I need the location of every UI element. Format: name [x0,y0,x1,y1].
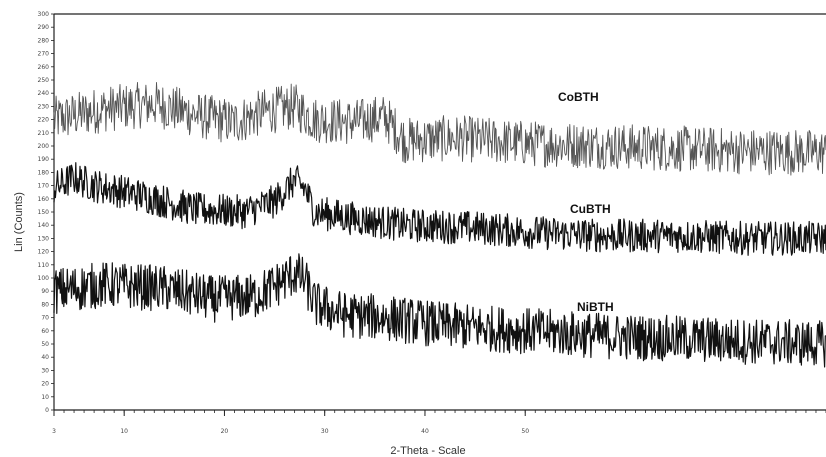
y-tick-label: 290 [38,24,50,31]
x-tick-label: 50 [521,428,529,435]
y-tick-label: 100 [38,275,50,282]
y-tick-label: 80 [41,301,49,308]
x-tick-label: 20 [221,428,229,435]
y-tick-label: 280 [38,37,50,44]
y-tick-label: 220 [38,117,50,124]
y-tick-label: 170 [38,183,50,190]
x-tick-label: 30 [321,428,329,435]
y-tick-label: 230 [38,103,50,110]
y-tick-label: 10 [41,394,49,401]
y-tick-label: 20 [41,381,49,388]
y-tick-label: 50 [41,341,49,348]
y-tick-label: 120 [38,249,50,256]
y-tick-label: 110 [38,262,50,269]
y-tick-label: 270 [38,51,50,58]
y-tick-label: 70 [41,315,49,322]
x-tick-label: 40 [421,428,429,435]
series-label-cobth: CoBTH [558,90,599,104]
x-axis-ticks: 3 10 20 30 40 50 [52,410,826,435]
y-tick-label: 190 [38,156,50,163]
y-tick-label: 160 [38,196,50,203]
series-line-cobth [53,81,826,176]
series-lines [53,81,826,368]
y-tick-label: 90 [41,288,49,295]
y-tick-label: 130 [38,235,50,242]
y-tick-label: 240 [38,90,50,97]
y-tick-label: 250 [38,77,50,84]
y-tick-label: 260 [38,64,50,71]
y-tick-label: 40 [41,354,49,361]
y-tick-label: 140 [38,222,50,229]
x-axis-title: 2-Theta - Scale [390,445,465,457]
series-label-cubth: CuBTH [570,202,611,216]
series-line-nibth [53,253,826,368]
y-tick-label: 150 [38,209,50,216]
y-tick-label: 60 [41,328,49,335]
series-line-cubth [53,162,826,256]
y-tick-label: 180 [38,169,50,176]
x-tick-label: 10 [120,428,128,435]
y-tick-label: 0 [45,407,49,414]
y-tick-label: 200 [38,143,50,150]
y-tick-label: 300 [38,11,50,18]
y-tick-label: 30 [41,367,49,374]
x-tick-label: 3 [52,428,56,435]
y-axis-ticks: 0 10 20 30 40 50 60 70 80 90 100 110 120 130 140 150 160… [38,11,54,414]
y-axis-title: Lin (Counts) [13,192,25,252]
y-tick-label: 210 [38,130,50,137]
series-label-nibth: NiBTH [577,300,614,314]
